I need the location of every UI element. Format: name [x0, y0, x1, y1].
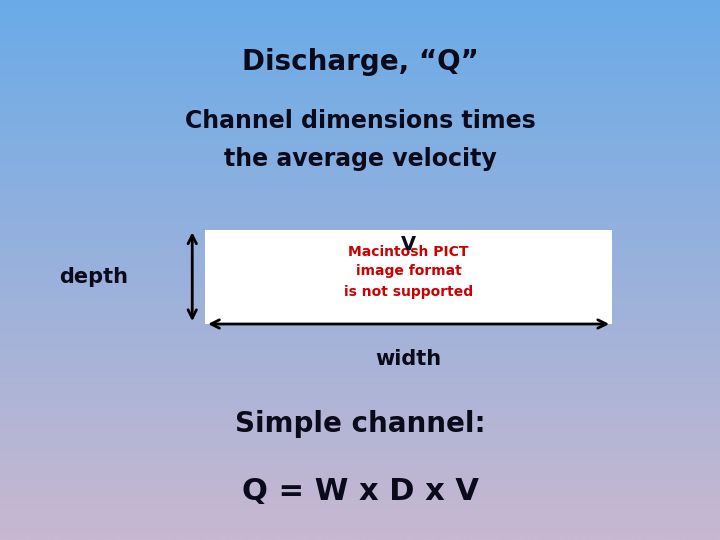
Text: V: V [401, 235, 416, 254]
Text: width: width [376, 349, 441, 369]
Text: Discharge, “Q”: Discharge, “Q” [242, 48, 478, 76]
Text: Channel dimensions times: Channel dimensions times [184, 110, 536, 133]
Text: Simple channel:: Simple channel: [235, 410, 485, 438]
Text: the average velocity: the average velocity [224, 147, 496, 171]
Text: Q = W x D x V: Q = W x D x V [241, 477, 479, 506]
Text: depth: depth [59, 267, 128, 287]
Text: Macintosh PICT: Macintosh PICT [348, 246, 469, 259]
Text: image format: image format [356, 265, 462, 278]
Bar [205, 230, 612, 324]
Text: is not supported: is not supported [344, 285, 473, 299]
